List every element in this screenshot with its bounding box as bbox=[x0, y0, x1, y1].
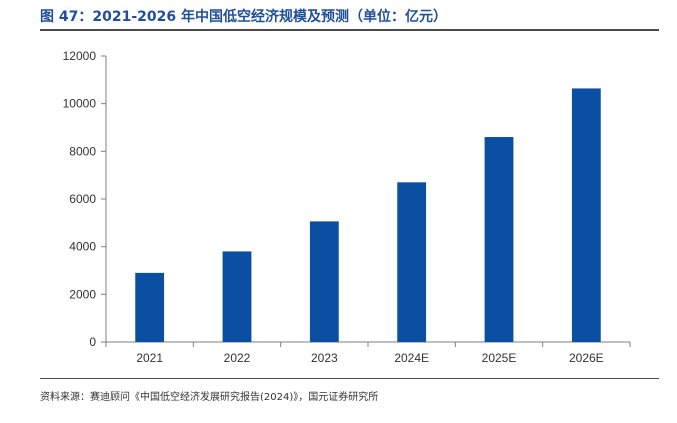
x-tick-label: 2023 bbox=[311, 351, 338, 365]
y-tick-label: 6000 bbox=[69, 192, 96, 206]
x-tick-label: 2025E bbox=[482, 351, 517, 365]
bar-2022 bbox=[222, 251, 252, 342]
y-tick-label: 0 bbox=[89, 335, 96, 349]
y-axis: 0 2000 4000 6000 8000 10000 12000 bbox=[63, 49, 107, 349]
bar-2024E bbox=[397, 182, 427, 342]
title-rule bbox=[40, 29, 659, 31]
bar-2025E bbox=[484, 137, 514, 342]
y-tick-label: 2000 bbox=[69, 287, 96, 301]
x-tick-label: 2026E bbox=[569, 351, 604, 365]
bar-2021 bbox=[135, 272, 165, 342]
x-tick-label: 2022 bbox=[224, 351, 251, 365]
y-tick-label: 12000 bbox=[63, 49, 97, 63]
source-note: 资料来源：赛迪顾问《中国低空经济发展研究报告(2024)》，国元证券研究所 bbox=[40, 392, 379, 403]
bars bbox=[135, 88, 601, 342]
y-tick-label: 8000 bbox=[69, 144, 96, 158]
y-tick-label: 4000 bbox=[69, 240, 96, 254]
x-tick-label: 2024E bbox=[394, 351, 429, 365]
x-axis: 2021 2022 2023 2024E 2025E 2026E bbox=[105, 341, 631, 365]
x-tick-label: 2021 bbox=[136, 351, 163, 365]
source-rule bbox=[40, 378, 659, 379]
bar-2023 bbox=[309, 221, 339, 342]
bar-2026E bbox=[571, 88, 601, 342]
y-tick-label: 10000 bbox=[63, 97, 97, 111]
figure-title: 图 47：2021-2026 年中国低空经济规模及预测（单位：亿元） bbox=[40, 9, 447, 25]
